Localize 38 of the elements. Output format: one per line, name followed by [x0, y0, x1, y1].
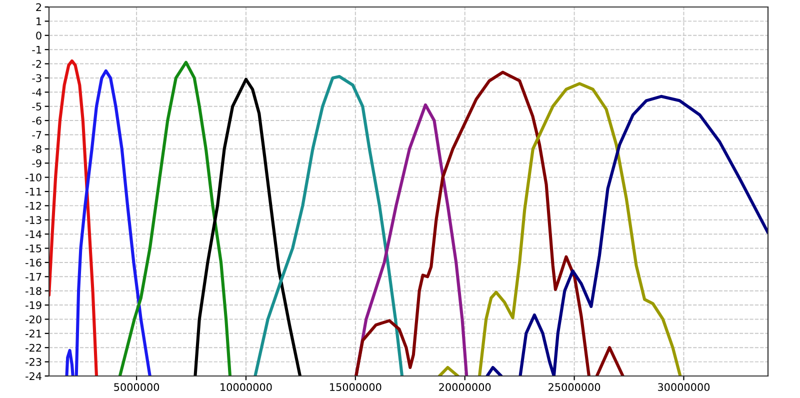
y-tick-label: -9 — [32, 159, 42, 168]
y-tick-label: -5 — [32, 102, 42, 110]
y-tick-label: -22 — [26, 344, 42, 352]
y-tick-label: -6 — [32, 116, 42, 125]
y-tick-label: 1 — [36, 18, 42, 26]
line-series — [49, 59, 98, 376]
x-tick-label: 25000000 — [548, 383, 600, 392]
y-tick-label: -4 — [32, 88, 42, 96]
line-series — [194, 78, 302, 376]
y-tick-label: -1 — [32, 46, 42, 54]
y-tick-label: -3 — [32, 74, 42, 82]
y-tick-label: 0 — [36, 32, 42, 40]
y-tick-label: -20 — [26, 315, 42, 324]
y-tick-label: -16 — [26, 258, 42, 267]
y-tick-label: -14 — [26, 230, 42, 238]
y-tick-label: -17 — [26, 273, 42, 281]
y-tick-label: -10 — [26, 174, 42, 182]
x-tick-label: 5000000 — [114, 383, 160, 392]
x-tick-label: 20000000 — [439, 383, 491, 392]
y-tick-label: -18 — [26, 287, 42, 295]
y-tick-label: -7 — [32, 131, 42, 139]
y-tick-label: -23 — [26, 358, 42, 366]
y-tick-label: -2 — [32, 60, 42, 68]
y-tick-label: -13 — [26, 216, 42, 224]
line-series — [118, 60, 232, 376]
x-tick-label: 15000000 — [330, 383, 382, 392]
y-tick-label: -21 — [26, 330, 42, 338]
y-tick-label: -19 — [26, 301, 42, 310]
x-tick-label: 30000000 — [658, 383, 710, 392]
y-tick-label: -8 — [32, 145, 42, 154]
y-tick-label: -12 — [26, 202, 42, 210]
line-series — [254, 75, 404, 376]
y-tick-label: 2 — [36, 3, 42, 11]
line-series — [354, 103, 468, 376]
x-tick-label: 10000000 — [220, 383, 272, 392]
y-tick-label: -15 — [26, 244, 42, 252]
y-tick-label: -24 — [26, 372, 42, 380]
y-tick-label: -11 — [26, 188, 42, 196]
